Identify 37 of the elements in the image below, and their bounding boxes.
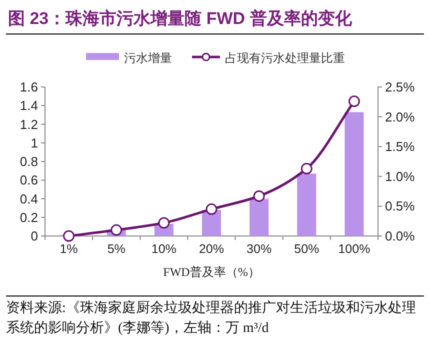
point (206, 203, 218, 215)
bar (297, 174, 316, 236)
x-tick-label: 10% (151, 242, 176, 256)
x-tick-label: 50% (294, 242, 320, 256)
y2-tick-label: 0.0% (385, 228, 416, 244)
point (158, 217, 170, 229)
y-tick-label: 1.6 (20, 80, 38, 94)
x-axis-title: FWD普及率（%） (163, 265, 260, 279)
y-tick-label: 0.4 (20, 191, 38, 206)
y2-tick-label: 1.5% (385, 139, 416, 154)
chart-title: 图 23：珠海市污水增量随 FWD 普及率的变化 (8, 8, 353, 28)
x-tick-label: 30% (246, 242, 272, 256)
y-tick-label: 1.4 (20, 98, 38, 114)
point (63, 230, 75, 242)
y-tick-label: 0.6 (20, 172, 38, 188)
x-tick-label: 100% (338, 242, 370, 256)
y2-tick-label: 0.5% (385, 198, 416, 214)
x-tick-label: 20% (198, 242, 224, 256)
y-tick-label: 1.2 (20, 116, 38, 132)
legend-label: 污水增量 (124, 51, 172, 65)
x-tick-label: 5% (107, 242, 126, 256)
point (253, 190, 265, 202)
y2-tick-label: 1.0% (385, 168, 416, 184)
y-tick-label: 1 (30, 135, 38, 150)
text: 资料来源:《珠海家庭厨余垃圾处理器的推广对生活垃圾和污水处理系统的影响分析》(李娜等)，左轴：万 m³/d (6, 300, 416, 336)
legend-label: 占现有污水处理量比重 (225, 51, 345, 65)
point (348, 96, 360, 108)
point (110, 224, 122, 236)
bar (344, 112, 364, 236)
point (300, 162, 312, 174)
y-tick-label: 0.8 (20, 154, 38, 169)
y-tick-label: 0 (30, 228, 38, 244)
y2-tick-label: 2.0% (385, 109, 416, 124)
y-tick-label: 0.2 (20, 210, 38, 225)
bar (250, 198, 269, 236)
y2-tick-label: 2.5% (385, 80, 416, 94)
x-tick-label: 1% (60, 242, 78, 256)
